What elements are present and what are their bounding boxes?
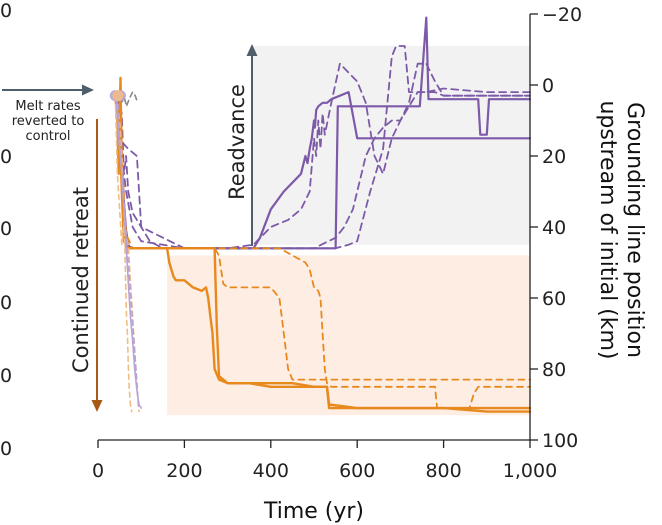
readvance-label: Readvance [225, 84, 249, 200]
y-axis-title-line-2: upstream of initial (km) [595, 100, 620, 359]
series-orange-dashed-2 [114, 94, 531, 410]
melt-rates-arrowhead-icon [82, 84, 94, 96]
continued-retreat-annotation: Continued retreat [69, 119, 103, 412]
left-axis-tick-labels: 0 0 0 0 0 0 [0, 0, 12, 460]
series-orange-light-dashed-2 [114, 94, 140, 413]
start-markers [109, 90, 126, 102]
right-y-axis-title: Grounding line position upstream of init… [595, 100, 647, 359]
melt-rates-label-3: control [25, 129, 70, 144]
y-tick-label-40: 40 [542, 217, 566, 239]
shaded-regions [167, 45, 531, 416]
y-tick-label--20: −20 [542, 4, 582, 26]
left-tick-label-1: 0 [0, 146, 12, 168]
y-tick-label-60: 60 [542, 288, 566, 310]
y-tick-label-20: 20 [542, 146, 566, 168]
series-purple-dashed-3 [114, 62, 531, 250]
right-y-axis-ticks: −20 0 20 40 60 80 100 [530, 4, 582, 452]
left-tick-label-5: 0 [0, 438, 12, 460]
x-tick-label-800: 800 [425, 460, 461, 482]
shade-continued-retreat [167, 255, 530, 416]
marker-start-point-orange [112, 90, 124, 102]
y-tick-label-0: 0 [542, 75, 554, 97]
x-tick-label-400: 400 [253, 460, 289, 482]
x-axis-ticks: 0 200 400 600 800 1,000 [92, 440, 557, 482]
left-tick-label-0: 0 [0, 0, 12, 22]
melt-rates-label-2: reverted to [12, 114, 85, 129]
melt-rates-label-1: Melt rates [15, 99, 80, 114]
series-lines [113, 16, 532, 413]
readvance-annotation: Readvance [225, 44, 258, 246]
readvance-arrowhead-icon [246, 44, 258, 56]
x-tick-label-1000: 1,000 [503, 460, 557, 482]
left-tick-label-3: 0 [0, 292, 12, 314]
x-axis-title: Time (yr) [263, 499, 364, 524]
continued-retreat-arrowhead-icon [91, 400, 103, 412]
x-tick-label-0: 0 [92, 460, 104, 482]
series-purple-light-2 [115, 94, 140, 409]
series-purple-dashed-1 [114, 62, 531, 250]
series-orange-light-dashed-1 [115, 94, 133, 413]
y-axis-title-line-1: Grounding line position [622, 102, 647, 358]
melt-rates-annotation: Melt rates reverted to control [2, 84, 94, 144]
x-tick-label-600: 600 [339, 460, 375, 482]
y-tick-label-100: 100 [542, 430, 578, 452]
series-orange-dashed-1 [114, 94, 531, 381]
continued-retreat-label: Continued retreat [69, 187, 93, 373]
left-tick-label-4: 0 [0, 365, 12, 387]
left-tick-label-2: 0 [0, 218, 12, 240]
y-tick-label-80: 80 [542, 359, 566, 381]
x-tick-label-200: 200 [166, 460, 202, 482]
series-purple-dashed-2 [114, 45, 531, 250]
